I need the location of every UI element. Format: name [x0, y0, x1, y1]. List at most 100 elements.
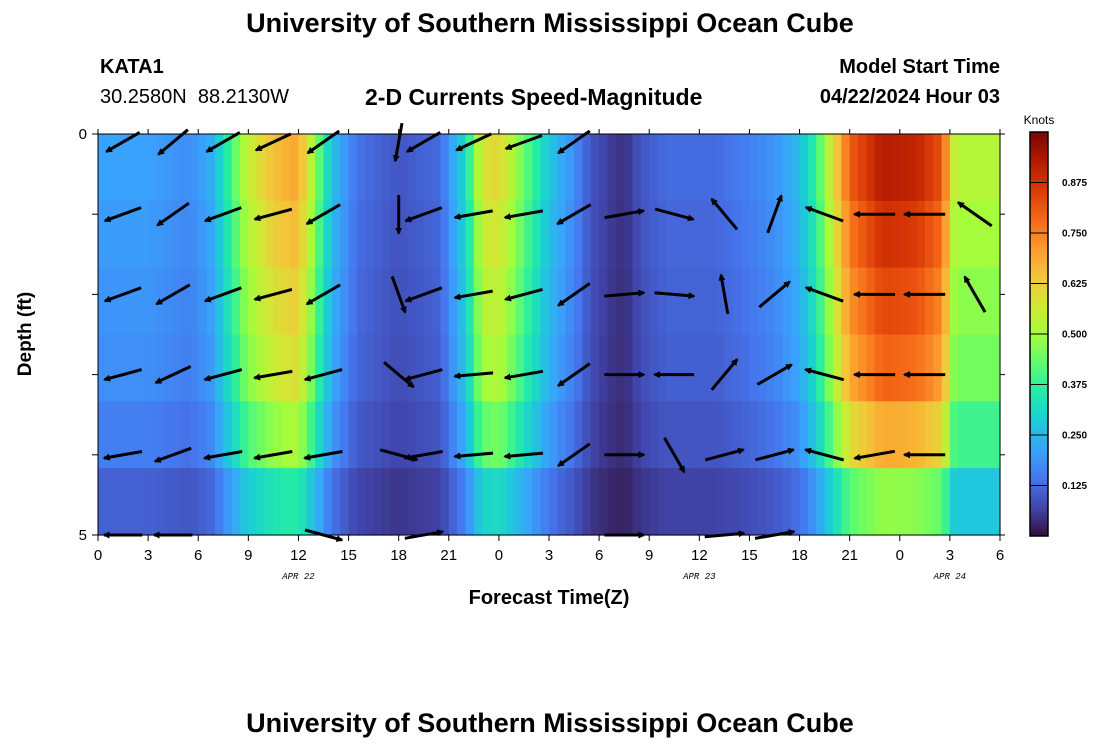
- heatmap-cell: [699, 401, 709, 469]
- heatmap-cell: [991, 468, 1001, 536]
- heatmap-cell: [966, 134, 976, 202]
- heatmap-cell: [423, 401, 433, 469]
- heatmap-cell: [331, 334, 341, 402]
- heatmap-cell: [223, 334, 233, 402]
- heatmap-cell: [248, 267, 258, 336]
- heatmap-cell: [106, 468, 116, 536]
- heatmap-cell: [523, 334, 533, 402]
- heatmap-cell: [774, 267, 784, 336]
- x-tick-label: 9: [645, 547, 653, 564]
- heatmap-cell: [398, 334, 408, 402]
- heatmap-cell: [223, 134, 233, 202]
- heatmap-cell: [290, 200, 300, 269]
- heatmap-cell: [181, 468, 191, 536]
- heatmap-cell: [156, 200, 166, 269]
- heatmap-cell: [440, 200, 450, 269]
- speed-heatmap: [98, 134, 1001, 536]
- heatmap-cell: [766, 200, 776, 269]
- heatmap-cell: [774, 200, 784, 269]
- heatmap-cell: [974, 334, 984, 402]
- heatmap-cell: [306, 401, 316, 469]
- heatmap-cell: [615, 267, 625, 336]
- heatmap-cell: [782, 468, 792, 536]
- heatmap-cell: [749, 334, 759, 402]
- heatmap-cell: [774, 401, 784, 469]
- heatmap-cell: [949, 334, 959, 402]
- heatmap-cell: [540, 468, 550, 536]
- heatmap-cell: [640, 267, 650, 336]
- heatmap-cell: [657, 401, 667, 469]
- heatmap-cell: [348, 468, 358, 536]
- heatmap-cell: [131, 468, 141, 536]
- heatmap-cell: [590, 134, 600, 202]
- heatmap-cell: [206, 200, 216, 269]
- heatmap-cell: [724, 267, 734, 336]
- heatmap-cell: [824, 401, 834, 469]
- heatmap-cell: [807, 200, 817, 269]
- heatmap-cell: [574, 401, 584, 469]
- heatmap-cell: [707, 200, 717, 269]
- heatmap-cell: [415, 267, 425, 336]
- heatmap-cell: [791, 134, 801, 202]
- heatmap-cell: [448, 468, 458, 536]
- heatmap-cell: [916, 468, 926, 536]
- heatmap-cell: [365, 134, 375, 202]
- heatmap-cell: [599, 200, 609, 269]
- footer-title: University of Southern Mississippi Ocean…: [246, 708, 854, 738]
- heatmap-cell: [690, 267, 700, 336]
- colorbar-tick-label: 0.250: [1062, 431, 1087, 442]
- heatmap-cell: [899, 401, 909, 469]
- heatmap-cell: [164, 267, 174, 336]
- heatmap-cell: [281, 401, 291, 469]
- heatmap-cell: [974, 134, 984, 202]
- heatmap-cell: [373, 200, 383, 269]
- heatmap-cell: [315, 334, 325, 402]
- heatmap-cell: [690, 134, 700, 202]
- heatmap-cell: [498, 401, 508, 469]
- heatmap-cell: [423, 267, 433, 336]
- colorbar-tick-label: 0.500: [1062, 330, 1087, 341]
- heatmap-cell: [114, 134, 124, 202]
- heatmap-cell: [448, 200, 458, 269]
- heatmap-cell: [106, 401, 116, 469]
- heatmap-cell: [306, 134, 316, 202]
- current-vector: [453, 289, 493, 301]
- current-vector: [963, 275, 987, 313]
- heatmap-cell: [523, 200, 533, 269]
- heatmap-cell: [665, 401, 675, 469]
- current-vector: [203, 368, 243, 382]
- heatmap-cell: [958, 200, 968, 269]
- heatmap-cell: [440, 468, 450, 536]
- heatmap-cell: [908, 200, 918, 269]
- heatmap-cell: [373, 134, 383, 202]
- heatmap-cell: [231, 468, 241, 536]
- heatmap-cell: [365, 334, 375, 402]
- heatmap-cell: [565, 334, 575, 402]
- heatmap-cell: [465, 134, 475, 202]
- heatmap-cell: [323, 468, 333, 536]
- heatmap-cell: [991, 134, 1001, 202]
- heatmap-cell: [849, 334, 859, 402]
- heatmap-cell: [265, 468, 274, 536]
- heatmap-cell: [824, 267, 834, 336]
- heatmap-cell: [164, 468, 174, 536]
- current-vector: [202, 450, 243, 461]
- heatmap-cell: [858, 200, 867, 269]
- heatmap-cell: [899, 334, 909, 402]
- heatmap-cell: [490, 401, 500, 469]
- heatmap-cell: [674, 200, 684, 269]
- heatmap-cell: [724, 468, 734, 536]
- x-tick-label: 3: [545, 547, 553, 564]
- heatmap-cell: [849, 200, 859, 269]
- heatmap-cell: [941, 134, 951, 202]
- heatmap-cell: [223, 267, 233, 336]
- current-vector: [604, 208, 646, 220]
- heatmap-cell: [181, 267, 191, 336]
- heatmap-cell: [624, 134, 634, 202]
- heatmap-cell: [482, 334, 492, 402]
- x-tick-label: 21: [841, 547, 858, 564]
- heatmap-cell: [682, 200, 692, 269]
- current-vector: [710, 358, 739, 391]
- current-vector: [103, 368, 142, 382]
- heatmap-cell: [189, 200, 199, 269]
